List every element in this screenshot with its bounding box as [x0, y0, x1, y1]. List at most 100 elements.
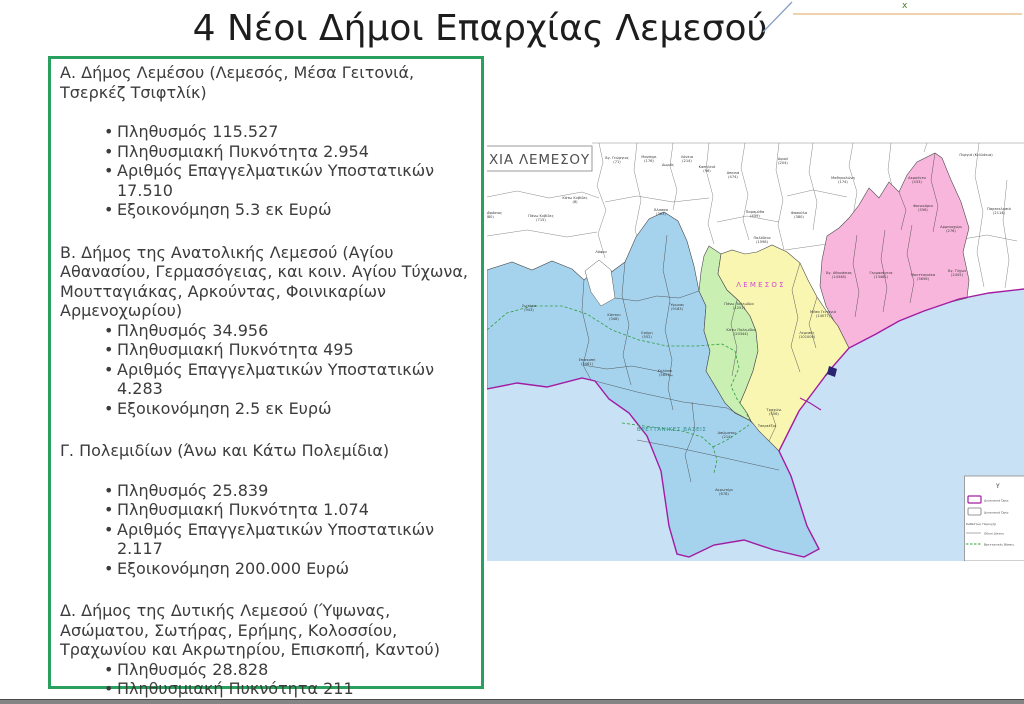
bullet-text: Πληθυσμιακή Πυκνότητα 211 [117, 679, 354, 699]
village-label: Γερμασόγεια (13481) [869, 271, 893, 279]
bullet-text: Εξοικονόμηση 5.3 εκ Ευρώ [117, 200, 332, 220]
bullet-marker: • [104, 161, 114, 181]
bullet-text: Εξοικονόμηση 200.000 Ευρώ [117, 558, 350, 578]
interior-boundaries [581, 152, 939, 483]
bullet-text: Αριθμός Επαγγελματικών Υποστατικών 17.51… [117, 161, 435, 200]
east-municipality-region [819, 152, 970, 349]
bullet-item: • Αριθμός Επαγγελματικών Υποστατικών 17.5… [104, 161, 472, 200]
village-label: Ασώματος (214) [718, 431, 737, 439]
village-label: Απεσιά (474) [727, 171, 740, 179]
bullet-marker: • [104, 659, 114, 679]
section-heading: Α. Δήμος Λεμέσου (Λεμεσός, Μέσα Γειτονιά… [60, 63, 415, 102]
bullet-marker: • [104, 141, 114, 161]
bullet-item: • Εξοικονόμηση 200.000 Ευρώ [104, 559, 472, 579]
bullet-text: Πληθυσμός 28.828 [117, 659, 269, 679]
bullet-marker: • [104, 398, 114, 418]
village-label: Άγ. Αμβρόσιος(380) [487, 211, 502, 219]
bullet-text: Πληθυσμιακή Πυκνότητα 2.954 [117, 141, 369, 161]
village-label: Καπηλειό (96) [699, 165, 716, 173]
british-bases-label: ΒΡΕΤΤΑΝΙΚΕΣ ΒΑΣΕΙΣ [637, 427, 706, 433]
village-label: Τραχώνι (556) [765, 408, 782, 416]
village-label: Τσερκέζοι [757, 424, 777, 428]
village-label: Μονάγρι (176) [641, 155, 657, 163]
bullet-item: • Πληθυσμιακή Πυκνότητα 495 [104, 340, 472, 360]
british-bases-boundary [487, 305, 751, 474]
coastline [487, 288, 1024, 558]
bullet-item: • Αριθμός Επαγγελματικών Υποστατικών 4.28… [104, 360, 472, 399]
section-polemidia: Γ. Πολεμιδίων (Άνω και Κάτω Πολεμίδια) •… [60, 441, 472, 578]
village-label: Λόφου [595, 250, 606, 254]
bullet-item: • Πληθυσμός 115.527 [104, 122, 472, 142]
village-label: Άγ. Γεώργιος (71) [605, 156, 629, 164]
bullet-marker: • [104, 558, 114, 578]
section-west-limassol: Δ. Δήμος της Δυτικής Λεμεσού (Ύψωνας, Ασ… [60, 601, 472, 704]
bullet-list: • Πληθυσμός 34.956 • Πληθυσμιακή Πυκνότητα… [60, 321, 472, 419]
village-label: Κάντου (348) [607, 313, 620, 321]
bullet-item: • Πληθυσμός 25.839 [104, 481, 472, 501]
village-label: Μαθηκολώνη (174) [831, 176, 855, 184]
bullet-text: Πληθυσμιακή Πυκνότητα 1.074 [117, 500, 369, 520]
bullet-item: • Αριθμός Επαγγελματικών Υποστατικών 2.11… [104, 520, 472, 559]
village-label: Πάνω Πολεμίδια (1251) [724, 302, 754, 310]
legend-label: Διοικητικά Όρια [984, 499, 1008, 503]
bullet-list: • Πληθυσμός 28.828 • Πληθυσμιακή Πυκνότητα… [60, 660, 472, 704]
village-label: Φασούλα (380) [791, 211, 808, 219]
map-legend: Υ Διοικητικά Όρια Διοικητικά Όρια Καθεστ… [964, 475, 1024, 561]
spacer [60, 102, 472, 122]
legend-label: Οδικό Δίκτυο [984, 532, 1004, 536]
village-label: Άγ. Τύχων (2455) [948, 269, 966, 277]
svg-text:ΧΙΑ ΛΕΜΕΣΟΥ: ΧΙΑ ΛΕΜΕΣΟΥ [489, 152, 590, 168]
bullet-item: • Πληθυσμός 34.956 [104, 321, 472, 341]
slide-title: 4 Νέοι Δήμοι Επαρχίας Λεμεσού [192, 8, 768, 49]
legend-label: Καθεστώς Περιοχής [966, 522, 997, 526]
village-label: Λεμεσός (101000) [799, 331, 816, 339]
section-heading: Δ. Δήμος της Δυτικής Λεμεσού (Ύψωνας, Ασ… [60, 601, 440, 660]
bullet-text: Αριθμός Επαγγελματικών Υποστατικών 2.117 [117, 519, 435, 559]
village-label: Άλασσα (363) [654, 208, 669, 216]
slide-bottom-edge [0, 699, 1024, 704]
top-right-decoration: x [762, 1, 908, 33]
legend-label: Βρεττανικές Βάσεις [984, 543, 1015, 547]
bullet-marker: • [104, 320, 114, 340]
village-label: Αρμενοχώρι (276) [940, 225, 963, 233]
map-corner-label: ΧΙΑ ΛΕΜΕΣΟΥ [487, 145, 593, 172]
section-heading: Β. Δήμος της Ανατολικής Λεμεσού (Αγίου Α… [60, 242, 468, 321]
bullet-list: • Πληθυσμός 25.839 • Πληθυσμιακή Πυκνότητα… [60, 481, 472, 579]
spacer [60, 461, 472, 481]
bullet-text: Πληθυσμός 115.527 [117, 122, 279, 142]
section-limassol: Α. Δήμος Λεμέσου (Λεμεσός, Μέσα Γειτονιά… [60, 63, 472, 220]
bullet-text: Πληθυσμός 25.839 [117, 480, 269, 500]
village-label: Σωτήρα (943) [522, 304, 537, 312]
legend-community-boundary-swatch [967, 507, 982, 516]
bullet-marker: • [104, 519, 114, 539]
x-mark: x [902, 1, 908, 11]
bullet-text: Πληθυσμός 34.956 [117, 320, 269, 340]
village-label: Πυργιά (Κελλάκια) [959, 153, 993, 157]
limassol-municipalities-map: ΛΕΜΕΣΟΣ ΒΡΕΤΤΑΝΙΚΕΣ ΒΑΣΕΙΣ Άγ. Γεώργιος(… [487, 140, 1024, 561]
village-label: Ερήμη (552) [641, 331, 652, 339]
old-port-jetty [799, 397, 822, 411]
top-right-divider-line [793, 13, 1022, 15]
village-label: Μουτταγιάκα (3656) [911, 273, 936, 281]
village-label: Παρεκκλησιά (2114) [987, 207, 1011, 215]
section-heading: Γ. Πολεμιδίων (Άνω και Κάτω Πολεμίδια) [60, 441, 390, 461]
village-label: Κάτω Κυβίδες (8) [562, 196, 587, 204]
village-label: Κάτω Πολεμίδια (20344) [726, 328, 756, 336]
village-labels-layer: Άγ. Γεώργιος (71) Μονάγρι (176) Δωρός Λάνεια(… [487, 153, 1012, 496]
bullet-marker: • [104, 359, 114, 379]
bullet-item: • Πληθυσμιακή Πυκνότητα 211 [104, 679, 472, 699]
bullet-marker: • [104, 340, 114, 360]
village-label: Πάνω Κυβίδες (715) [528, 214, 553, 222]
bullet-text: Πληθυσμιακή Πυκνότητα 495 [117, 340, 354, 360]
village-label: Κολόσσι (5651) [658, 369, 673, 377]
village-label: Άγ. Αθανάσιος (14348) [826, 271, 852, 279]
city-label: ΛΕΜΕΣΟΣ [736, 281, 785, 289]
bullet-text: Αριθμός Επαγγελματικών Υποστατικών 4.283 [117, 359, 435, 399]
village-label: Ακρούντα (433) [908, 176, 926, 184]
bullet-marker: • [104, 122, 114, 142]
bullet-item: • Εξοικονόμηση 2.5 εκ Ευρώ [104, 399, 472, 419]
port-symbol-tick [824, 370, 832, 377]
village-label: Παλόδεια (1598) [753, 236, 771, 244]
village-label: Φοινικάρια (556) [913, 204, 933, 212]
